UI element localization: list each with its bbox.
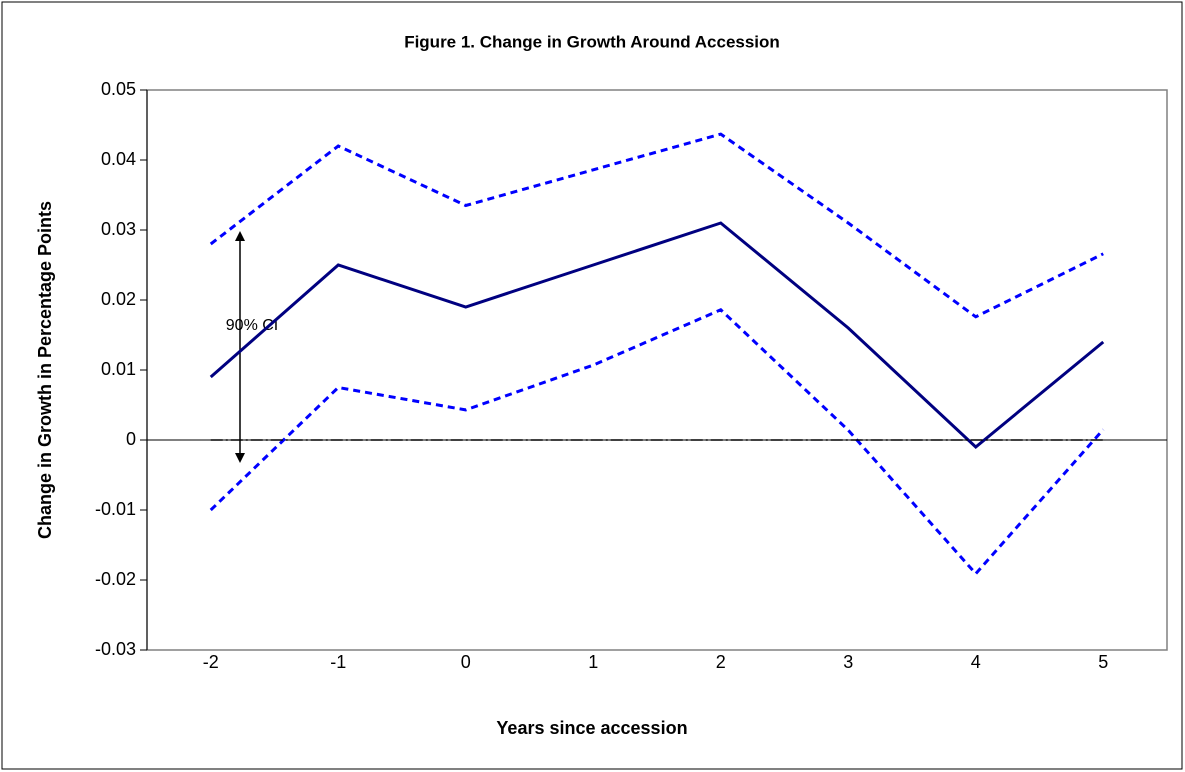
x-tick-label: 0 [461, 652, 471, 672]
series-line [209, 132, 1104, 319]
series-line [209, 221, 1105, 449]
y-tick-label: 0 [126, 429, 136, 449]
x-tick-label: 2 [716, 652, 726, 672]
x-tick-label: 4 [971, 652, 981, 672]
series-line [209, 308, 1105, 576]
y-tick-label: 0.02 [101, 289, 136, 309]
x-tick-label: -1 [330, 652, 346, 672]
y-tick-label: 0.01 [101, 359, 136, 379]
y-tick-label: -0.02 [95, 569, 136, 589]
x-tick-label: 1 [588, 652, 598, 672]
chart-title: Figure 1. Change in Growth Around Access… [404, 32, 780, 51]
y-axis-title: Change in Growth in Percentage Points [35, 201, 55, 539]
x-tick-label: -2 [203, 652, 219, 672]
y-tick-label: -0.03 [95, 639, 136, 659]
y-tick-label: 0.03 [101, 219, 136, 239]
y-tick-label: 0.05 [101, 79, 136, 99]
y-tick-label: 0.04 [101, 149, 136, 169]
x-axis-title: Years since accession [496, 718, 687, 738]
y-tick-label: -0.01 [95, 499, 136, 519]
plot-area [146, 89, 1168, 651]
x-tick-label: 5 [1098, 652, 1108, 672]
x-tick-label: 3 [843, 652, 853, 672]
